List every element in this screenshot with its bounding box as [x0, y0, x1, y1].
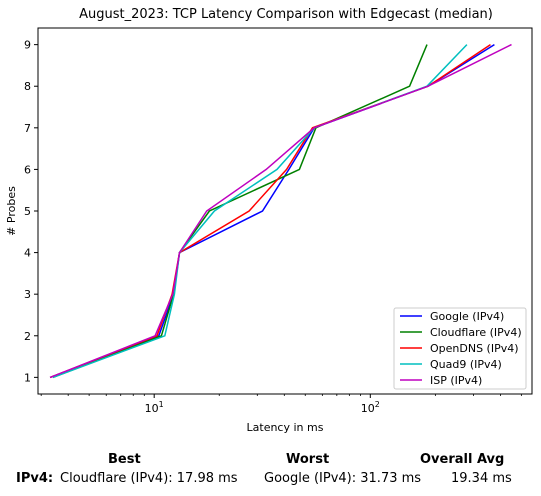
series-line-4 [49, 43, 512, 379]
y-axis: 1 2 3 4 5 6 7 8 9 [24, 39, 38, 384]
overall-avg-header: Overall Avg [420, 452, 505, 467]
y-tick-label: 2 [24, 330, 31, 343]
latency-chart: August_2023: TCP Latency Comparison with… [5, 7, 533, 434]
legend: Google (IPv4) Cloudflare (IPv4) OpenDNS (I… [393, 307, 527, 390]
worst-header: Worst [286, 452, 330, 467]
x-tick-label: 102 [361, 400, 380, 415]
x-axis-label: Latency in ms [247, 421, 324, 434]
x-tick-label: 101 [145, 400, 164, 415]
protocol-label: IPv4: [16, 471, 54, 486]
legend-box [393, 307, 527, 390]
best-header: Best [108, 452, 141, 467]
y-tick-label: 1 [24, 371, 31, 384]
plot-lines [49, 43, 512, 379]
y-tick-label: 7 [24, 122, 31, 135]
chart-title: August_2023: TCP Latency Comparison with… [79, 7, 493, 22]
y-axis-label: # Probes [5, 186, 18, 236]
overall-avg-value: 19.34 ms [451, 471, 512, 486]
y-tick-label: 5 [24, 205, 31, 218]
y-tick-label: 4 [24, 247, 31, 260]
legend-entry: Quad9 (IPv4) [430, 358, 502, 371]
y-tick-label: 3 [24, 288, 31, 301]
y-tick-label: 8 [24, 80, 31, 93]
series-line-1 [52, 44, 428, 379]
x-axis: 101 102 [40, 394, 522, 415]
worst-value: Google (IPv4): 31.73 ms [264, 471, 422, 486]
best-value: Cloudflare (IPv4): 17.98 ms [60, 471, 238, 486]
y-tick-label: 9 [24, 39, 31, 52]
legend-entry: ISP (IPv4) [430, 374, 482, 387]
y-tick-label: 6 [24, 163, 31, 176]
legend-entry: Cloudflare (IPv4) [430, 326, 522, 339]
legend-entry: OpenDNS (IPv4) [430, 342, 519, 355]
legend-entry: Google (IPv4) [430, 310, 504, 323]
